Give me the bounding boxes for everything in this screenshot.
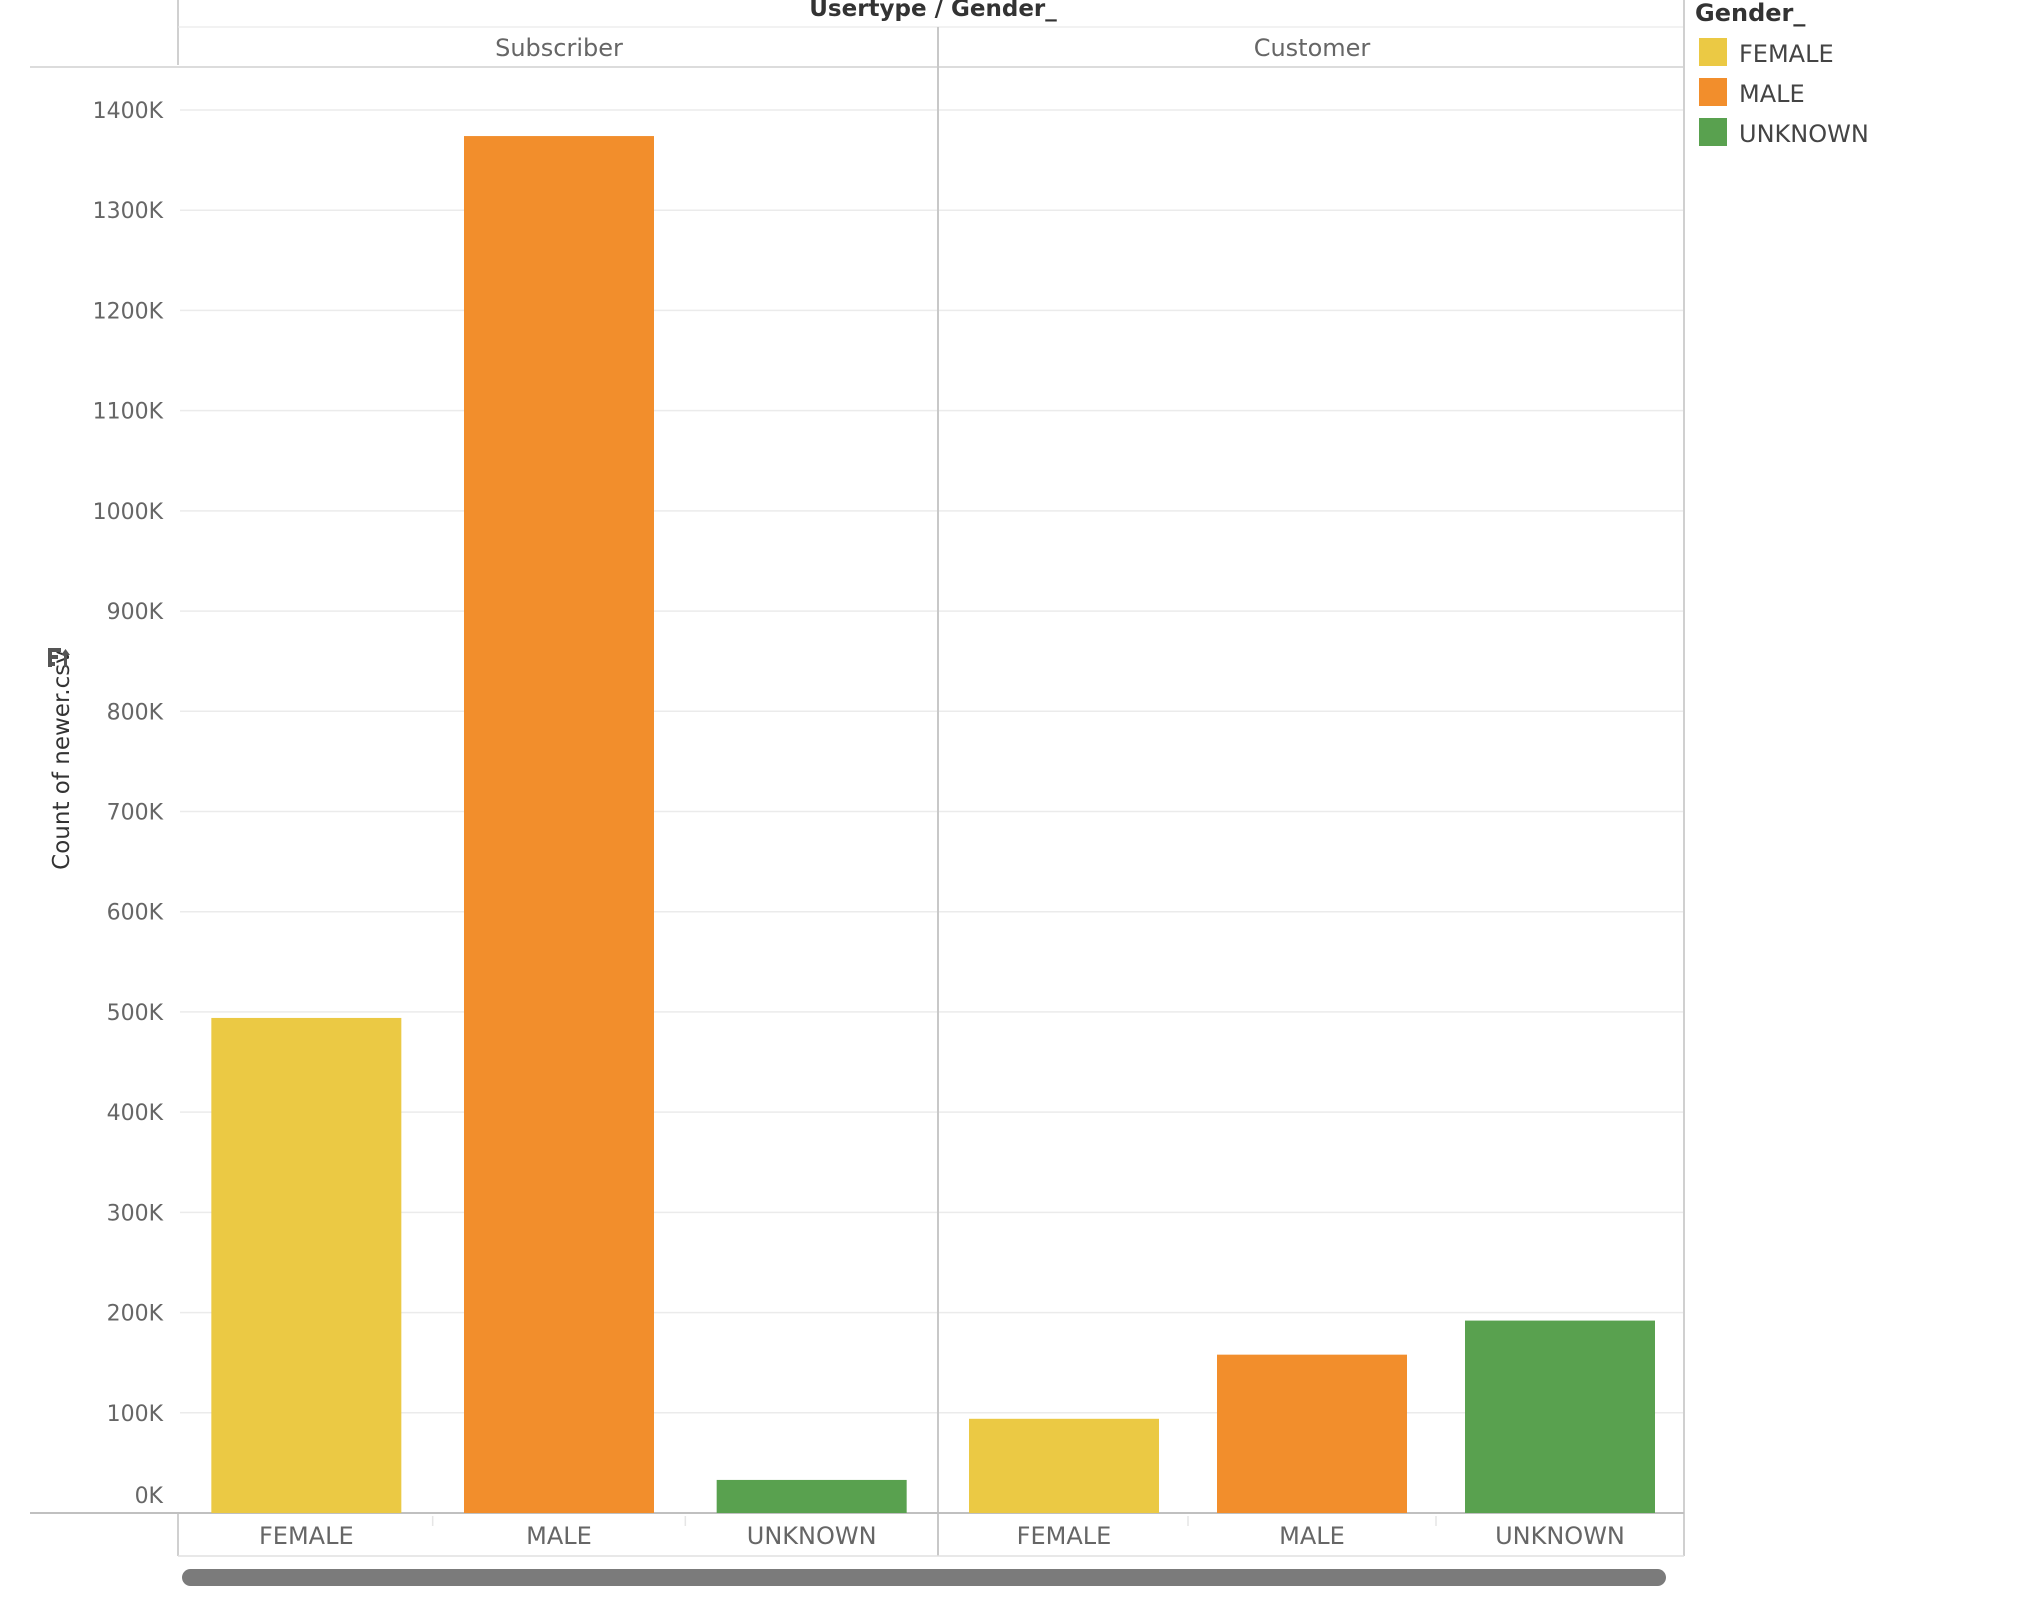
legend-swatch [1699, 38, 1727, 66]
legend-item-female[interactable]: FEMALE [1699, 38, 1834, 68]
legend-label: UNKNOWN [1739, 120, 1869, 148]
legend-item-unknown[interactable]: UNKNOWN [1699, 118, 1869, 148]
y-tick-label: 700K [107, 801, 164, 826]
x-tick-label: FEMALE [259, 1522, 354, 1550]
legend-item-male[interactable]: MALE [1699, 78, 1805, 108]
y-tick-label: 300K [107, 1201, 164, 1226]
legend-swatch [1699, 118, 1727, 146]
bar-customer-unknown[interactable] [1465, 1320, 1655, 1513]
sort-icon[interactable] [48, 648, 70, 667]
legend-swatch [1699, 78, 1727, 106]
y-tick-label: 600K [107, 901, 164, 926]
y-tick-label: 500K [107, 1001, 164, 1026]
gridlines [180, 109, 1684, 1414]
y-tick-label: 1000K [93, 500, 164, 525]
y-axis-ticks: 0K 100K 200K 300K 400K 500K 600K 700K 800K 900K 10… [93, 99, 164, 1509]
y-axis-title: Count of newer.csv [49, 650, 75, 870]
legend: Gender_ FEMALE MALE UNKNOWN [1695, 0, 1869, 148]
bars [211, 136, 1655, 1514]
pane-headers: Subscriber Customer [495, 34, 1370, 62]
scrollbar-thumb[interactable] [182, 1569, 1666, 1586]
bar-subscriber-male[interactable] [464, 136, 654, 1514]
y-tick-label: 900K [107, 600, 164, 625]
pane-label-customer: Customer [1254, 34, 1371, 62]
x-axis-ticks: FEMALE MALE UNKNOWN FEMALE MALE UNKNOWN [259, 1516, 1625, 1550]
y-tick-label: 1200K [93, 299, 164, 324]
horizontal-scrollbar[interactable] [182, 1569, 1666, 1586]
legend-label: FEMALE [1739, 40, 1834, 68]
bar-subscriber-unknown[interactable] [716, 1479, 907, 1513]
legend-label: MALE [1739, 80, 1805, 108]
y-axis-title-group: Count of newer.csv [48, 648, 75, 870]
bar-customer-female[interactable] [969, 1418, 1159, 1513]
y-tick-label: 200K [107, 1302, 164, 1327]
bar-subscriber-female[interactable] [211, 1017, 402, 1513]
bar-customer-male[interactable] [1217, 1354, 1407, 1513]
x-tick-label: FEMALE [1017, 1522, 1112, 1550]
y-tick-label: 1300K [93, 199, 164, 224]
y-tick-label: 1400K [93, 99, 164, 124]
y-tick-label: 100K [107, 1402, 164, 1427]
y-tick-label: 800K [107, 700, 164, 725]
pane-label-subscriber: Subscriber [495, 34, 623, 62]
x-tick-label: UNKNOWN [1495, 1522, 1625, 1550]
x-tick-label: MALE [1279, 1522, 1345, 1550]
x-tick-label: UNKNOWN [747, 1522, 877, 1550]
x-tick-label: MALE [526, 1522, 592, 1550]
y-tick-label: 400K [107, 1101, 164, 1126]
header-title: Usertype / Gender_ [809, 0, 1057, 22]
y-tick-label: 0K [135, 1484, 164, 1509]
legend-title: Gender_ [1695, 0, 1805, 27]
y-tick-label: 1100K [93, 400, 164, 425]
